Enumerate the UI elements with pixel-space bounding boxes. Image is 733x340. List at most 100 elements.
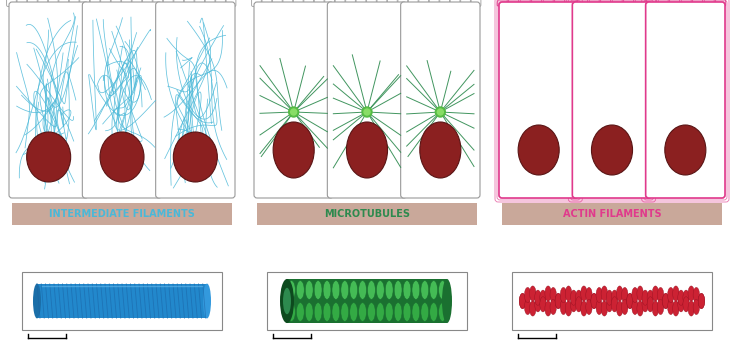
FancyBboxPatch shape	[174, 0, 183, 6]
Ellipse shape	[545, 286, 551, 301]
FancyBboxPatch shape	[17, 0, 27, 6]
Ellipse shape	[592, 125, 633, 175]
FancyBboxPatch shape	[398, 0, 408, 6]
FancyBboxPatch shape	[377, 0, 387, 6]
FancyBboxPatch shape	[388, 0, 397, 6]
Ellipse shape	[314, 280, 322, 299]
Ellipse shape	[529, 286, 536, 301]
Ellipse shape	[627, 293, 633, 309]
FancyBboxPatch shape	[578, 0, 588, 6]
Ellipse shape	[347, 122, 388, 178]
FancyBboxPatch shape	[251, 0, 262, 6]
Circle shape	[364, 109, 370, 115]
Ellipse shape	[100, 132, 144, 182]
Ellipse shape	[642, 297, 649, 312]
FancyBboxPatch shape	[658, 0, 668, 6]
Bar	[257, 203, 477, 225]
Ellipse shape	[683, 290, 689, 305]
Ellipse shape	[637, 301, 644, 316]
Ellipse shape	[586, 300, 592, 315]
Ellipse shape	[570, 290, 577, 305]
Ellipse shape	[560, 287, 567, 303]
Ellipse shape	[627, 293, 633, 309]
FancyBboxPatch shape	[600, 0, 611, 6]
Ellipse shape	[688, 286, 694, 301]
Ellipse shape	[570, 297, 577, 312]
FancyBboxPatch shape	[555, 0, 564, 6]
Ellipse shape	[596, 287, 603, 303]
FancyBboxPatch shape	[715, 0, 726, 6]
Ellipse shape	[421, 280, 429, 299]
FancyBboxPatch shape	[531, 0, 542, 6]
Bar	[12, 203, 232, 225]
Circle shape	[362, 107, 372, 117]
FancyBboxPatch shape	[80, 0, 89, 6]
Ellipse shape	[306, 280, 313, 299]
FancyBboxPatch shape	[704, 0, 714, 6]
Ellipse shape	[663, 293, 669, 309]
FancyBboxPatch shape	[283, 0, 292, 6]
FancyBboxPatch shape	[647, 0, 657, 6]
Ellipse shape	[296, 280, 304, 299]
Ellipse shape	[652, 301, 659, 316]
Ellipse shape	[616, 286, 623, 301]
Ellipse shape	[280, 279, 294, 323]
Ellipse shape	[323, 280, 331, 299]
Ellipse shape	[550, 287, 556, 303]
Circle shape	[289, 107, 298, 117]
Ellipse shape	[545, 301, 551, 316]
Ellipse shape	[377, 280, 384, 299]
FancyBboxPatch shape	[90, 0, 100, 6]
Text: 25 μm: 25 μm	[599, 215, 625, 224]
Ellipse shape	[442, 279, 452, 323]
Ellipse shape	[575, 297, 582, 312]
Ellipse shape	[693, 300, 699, 315]
FancyBboxPatch shape	[48, 0, 58, 6]
Ellipse shape	[560, 300, 567, 315]
FancyBboxPatch shape	[346, 0, 356, 6]
FancyBboxPatch shape	[111, 0, 121, 6]
Ellipse shape	[518, 125, 559, 175]
Ellipse shape	[350, 303, 358, 321]
FancyBboxPatch shape	[82, 2, 162, 198]
Ellipse shape	[520, 293, 526, 309]
FancyBboxPatch shape	[430, 0, 439, 6]
FancyBboxPatch shape	[262, 0, 272, 6]
FancyBboxPatch shape	[356, 0, 366, 6]
FancyBboxPatch shape	[520, 0, 530, 6]
Ellipse shape	[341, 280, 349, 299]
Ellipse shape	[403, 280, 411, 299]
Ellipse shape	[632, 287, 638, 303]
FancyBboxPatch shape	[328, 2, 407, 198]
FancyBboxPatch shape	[636, 0, 645, 6]
Text: INTERMEDIATE FILAMENTS: INTERMEDIATE FILAMENTS	[49, 209, 195, 219]
Ellipse shape	[341, 303, 349, 321]
Ellipse shape	[332, 280, 340, 299]
FancyBboxPatch shape	[100, 0, 111, 6]
Ellipse shape	[581, 301, 587, 316]
Ellipse shape	[665, 125, 706, 175]
Ellipse shape	[520, 293, 526, 309]
Circle shape	[435, 107, 446, 117]
Text: 25 μm: 25 μm	[354, 215, 380, 224]
FancyBboxPatch shape	[450, 0, 460, 6]
Ellipse shape	[283, 288, 291, 314]
FancyBboxPatch shape	[142, 0, 152, 6]
FancyBboxPatch shape	[153, 0, 163, 6]
Ellipse shape	[377, 303, 384, 321]
Ellipse shape	[668, 300, 674, 315]
FancyBboxPatch shape	[273, 0, 282, 6]
FancyBboxPatch shape	[589, 0, 599, 6]
FancyBboxPatch shape	[693, 0, 703, 6]
Ellipse shape	[591, 293, 597, 309]
Ellipse shape	[430, 280, 438, 299]
Ellipse shape	[637, 286, 644, 301]
Ellipse shape	[287, 303, 295, 321]
Ellipse shape	[26, 132, 70, 182]
Ellipse shape	[420, 122, 461, 178]
FancyBboxPatch shape	[497, 0, 507, 6]
Ellipse shape	[688, 301, 694, 316]
Ellipse shape	[658, 287, 664, 303]
Ellipse shape	[539, 290, 546, 305]
Ellipse shape	[663, 293, 669, 309]
